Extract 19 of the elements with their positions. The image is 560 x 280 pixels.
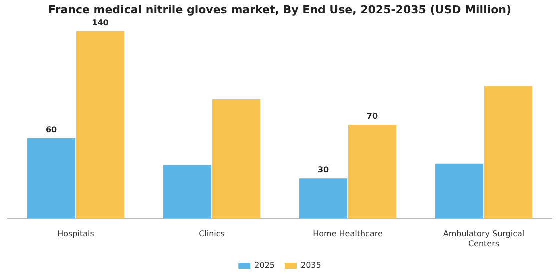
bar [484, 86, 532, 219]
bar [164, 165, 212, 219]
bar [300, 178, 348, 219]
bar [212, 100, 260, 219]
bar [28, 138, 76, 219]
x-tick-label: Home Healthcare [313, 230, 383, 239]
x-tick-label: Hospitals [58, 230, 94, 239]
legend-label: 2035 [301, 261, 322, 270]
legend-label: 2025 [254, 261, 275, 270]
x-tick-label: Ambulatory Surgical Centers [443, 230, 525, 248]
bar [76, 31, 124, 219]
x-tick-label: Clinics [199, 230, 225, 239]
data-label: 30 [318, 166, 330, 175]
bar [436, 164, 484, 219]
data-label: 70 [366, 112, 378, 122]
data-label: 140 [92, 18, 110, 28]
chart-title: France medical nitrile gloves market, By End Use, 2025-2035 (USD Million) [48, 3, 512, 16]
bar [348, 125, 396, 219]
data-label: 60 [46, 125, 58, 134]
